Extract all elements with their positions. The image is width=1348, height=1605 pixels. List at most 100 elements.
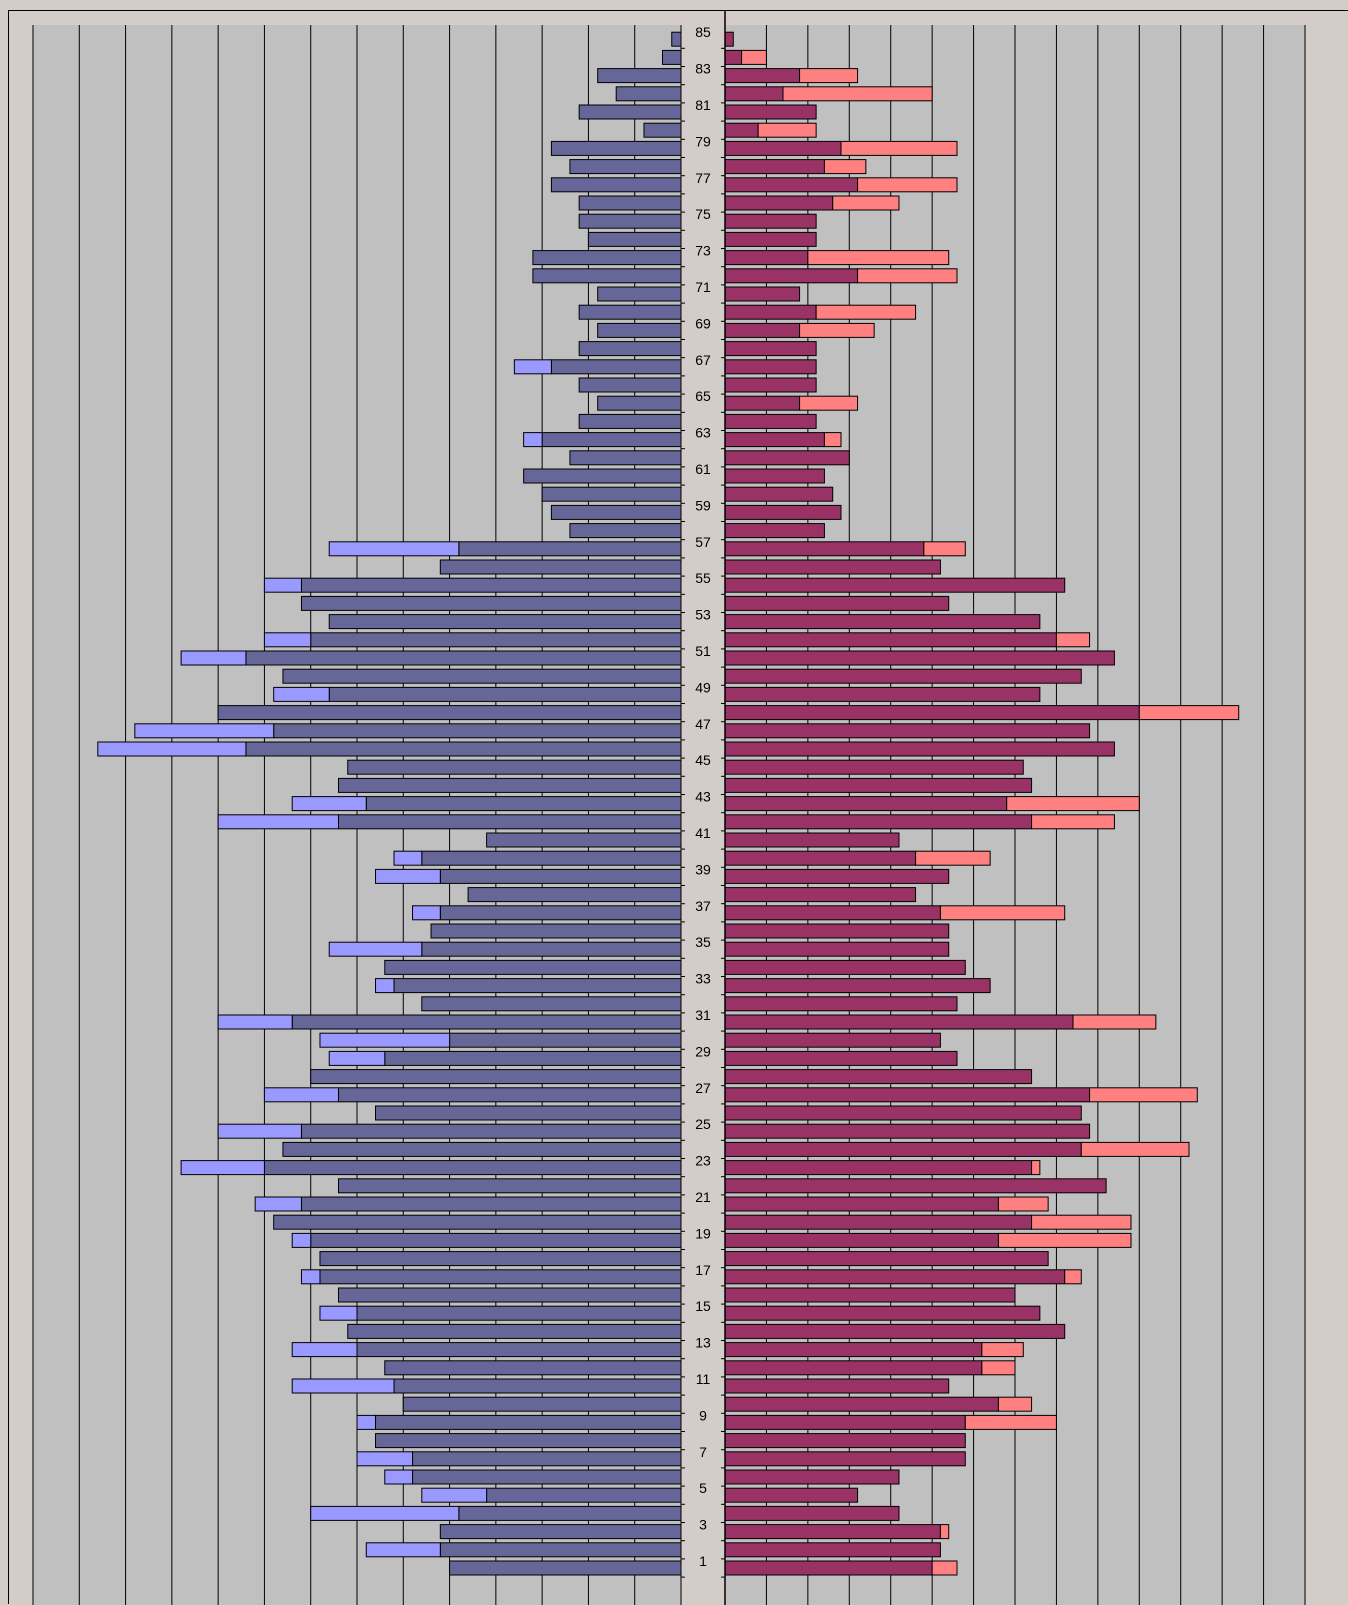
age-label-85: 85 bbox=[695, 24, 711, 40]
right-bar-secondary-19 bbox=[997, 1232, 1132, 1248]
right-bar-primary-10 bbox=[724, 1396, 999, 1412]
left-bar-primary-18 bbox=[319, 1251, 682, 1267]
left-bar-primary-27 bbox=[337, 1087, 682, 1103]
left-bar-primary-85 bbox=[671, 31, 682, 47]
left-bar-primary-36 bbox=[430, 923, 682, 939]
left-bar-secondary-9 bbox=[356, 1414, 377, 1430]
left-bar-primary-48 bbox=[217, 705, 682, 721]
left-bar-primary-80 bbox=[643, 122, 682, 138]
right-bar-secondary-20 bbox=[1031, 1214, 1132, 1230]
chart-frame: 1 3 5 7 9 11 13 15 17 19 21 23 25 27 29 31 33 35 37 39 41 43 4… bbox=[8, 10, 1348, 1605]
right-bar-primary-24 bbox=[724, 1141, 1082, 1157]
right-bar-primary-71 bbox=[724, 286, 801, 302]
left-bar-primary-65 bbox=[597, 395, 682, 411]
left-bar-primary-79 bbox=[550, 140, 682, 156]
right-bar-primary-2 bbox=[724, 1542, 941, 1558]
left-bar-secondary-13 bbox=[291, 1342, 358, 1358]
right-bar-primary-76 bbox=[724, 195, 834, 211]
left-bar-primary-6 bbox=[412, 1469, 682, 1485]
age-label-79: 79 bbox=[695, 133, 711, 149]
right-bar-primary-28 bbox=[724, 1069, 1033, 1085]
left-bar-primary-64 bbox=[578, 413, 682, 429]
left-bar-secondary-17 bbox=[300, 1269, 321, 1285]
left-bar-secondary-15 bbox=[319, 1305, 358, 1321]
left-bar-primary-82 bbox=[615, 86, 682, 102]
age-label-47: 47 bbox=[695, 716, 711, 732]
left-bar-secondary-7 bbox=[356, 1451, 414, 1467]
right-bar-primary-41 bbox=[724, 832, 900, 848]
age-label-9: 9 bbox=[699, 1407, 707, 1423]
age-label-7: 7 bbox=[699, 1444, 707, 1460]
left-bar-primary-3 bbox=[439, 1524, 682, 1540]
right-bar-secondary-76 bbox=[832, 195, 900, 211]
right-bar-primary-4 bbox=[724, 1505, 900, 1521]
left-bar-primary-78 bbox=[569, 159, 682, 175]
right-bar-primary-57 bbox=[724, 541, 925, 557]
right-bar-secondary-27 bbox=[1089, 1087, 1198, 1103]
right-bar-primary-26 bbox=[724, 1105, 1082, 1121]
age-label-69: 69 bbox=[695, 315, 711, 331]
right-bar-primary-38 bbox=[724, 887, 917, 903]
left-bar-secondary-27 bbox=[263, 1087, 339, 1103]
age-label-39: 39 bbox=[695, 861, 711, 877]
right-bar-primary-3 bbox=[724, 1524, 941, 1540]
right-bar-primary-46 bbox=[724, 741, 1115, 757]
right-bar-primary-68 bbox=[724, 341, 817, 357]
left-bar-secondary-51 bbox=[180, 650, 247, 666]
left-bar-primary-11 bbox=[393, 1378, 682, 1394]
age-label-45: 45 bbox=[695, 752, 711, 768]
age-label-37: 37 bbox=[695, 898, 711, 914]
left-bar-primary-31 bbox=[291, 1014, 682, 1030]
age-label-29: 29 bbox=[695, 1043, 711, 1059]
right-bar-primary-29 bbox=[724, 1050, 958, 1066]
right-bar-secondary-42 bbox=[1031, 814, 1115, 830]
right-bar-primary-83 bbox=[724, 68, 801, 84]
right-bar-secondary-3 bbox=[939, 1524, 950, 1540]
left-bar-primary-39 bbox=[439, 868, 682, 884]
right-bar-primary-19 bbox=[724, 1232, 999, 1248]
left-bar-primary-73 bbox=[532, 250, 682, 266]
population-pyramid-chart: 1357911131517192123252729313335373941434… bbox=[32, 11, 1306, 1605]
left-bar-primary-13 bbox=[356, 1342, 682, 1358]
left-bar-primary-17 bbox=[319, 1269, 682, 1285]
left-bar-primary-20 bbox=[273, 1214, 682, 1230]
right-bar-secondary-83 bbox=[799, 68, 859, 84]
right-bar-primary-44 bbox=[724, 777, 1033, 793]
left-bar-primary-34 bbox=[384, 959, 682, 975]
right-bar-primary-56 bbox=[724, 559, 941, 575]
right-bar-primary-13 bbox=[724, 1342, 983, 1358]
left-bar-primary-62 bbox=[569, 450, 682, 466]
left-bar-secondary-39 bbox=[375, 868, 441, 884]
age-label-33: 33 bbox=[695, 971, 711, 987]
left-bar-primary-47 bbox=[273, 723, 682, 739]
right-bar-primary-35 bbox=[724, 941, 950, 957]
right-bar-secondary-37 bbox=[939, 905, 1066, 921]
left-bar-primary-70 bbox=[578, 304, 682, 320]
left-bar-secondary-4 bbox=[310, 1505, 460, 1521]
left-bar-primary-8 bbox=[375, 1433, 682, 1449]
right-bar-primary-31 bbox=[724, 1014, 1074, 1030]
right-bar-secondary-12 bbox=[981, 1360, 1016, 1376]
left-bar-primary-28 bbox=[310, 1069, 682, 1085]
left-bar-primary-26 bbox=[375, 1105, 682, 1121]
right-bar-secondary-17 bbox=[1064, 1269, 1082, 1285]
left-bar-primary-58 bbox=[569, 523, 682, 539]
left-bar-secondary-49 bbox=[273, 686, 330, 702]
left-bar-primary-1 bbox=[449, 1560, 682, 1576]
left-bar-primary-41 bbox=[486, 832, 682, 848]
left-bar-primary-15 bbox=[356, 1305, 682, 1321]
left-bar-secondary-25 bbox=[217, 1123, 302, 1139]
left-bar-primary-10 bbox=[402, 1396, 682, 1412]
age-label-23: 23 bbox=[695, 1153, 711, 1169]
left-bar-secondary-42 bbox=[217, 814, 339, 830]
right-bar-primary-63 bbox=[724, 432, 825, 448]
left-bar-primary-75 bbox=[578, 213, 682, 229]
right-bar-secondary-82 bbox=[782, 86, 933, 102]
right-bar-primary-17 bbox=[724, 1269, 1066, 1285]
right-bar-secondary-65 bbox=[799, 395, 859, 411]
right-bar-primary-42 bbox=[724, 814, 1033, 830]
right-bar-primary-36 bbox=[724, 923, 950, 939]
right-bar-primary-60 bbox=[724, 486, 834, 502]
right-bar-secondary-1 bbox=[931, 1560, 958, 1576]
left-bar-primary-68 bbox=[578, 341, 682, 357]
